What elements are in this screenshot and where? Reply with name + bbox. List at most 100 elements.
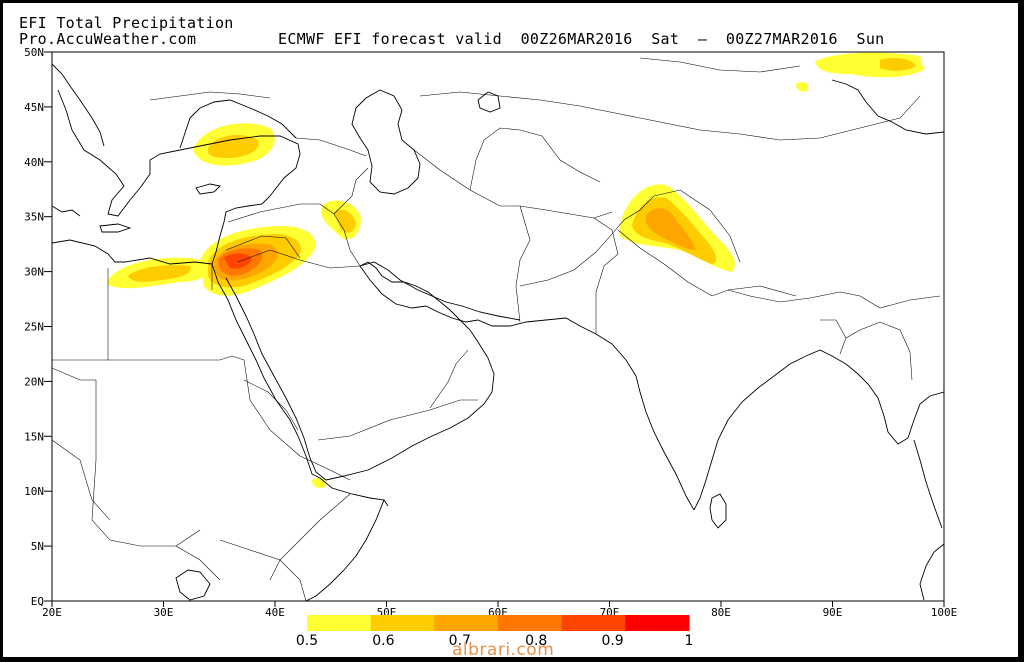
watermark: albrari.com xyxy=(452,640,555,660)
coast-greece xyxy=(57,89,151,217)
colorbar-label: 0.6 xyxy=(372,633,394,649)
lat-tick-label: 30N xyxy=(24,266,44,279)
coastlines xyxy=(52,63,944,601)
border-nepal xyxy=(727,285,797,297)
coast-india-west xyxy=(595,333,695,511)
coast-turkey xyxy=(149,135,301,205)
colorbar-swatch xyxy=(434,615,499,631)
coast-china-east xyxy=(831,79,944,135)
lon-tick-label: 30E xyxy=(154,606,174,619)
border-mali xyxy=(52,367,96,381)
efi-area-china-west xyxy=(796,82,809,92)
border-china-south xyxy=(879,295,941,309)
border-ethiopia xyxy=(243,359,351,481)
coast-malay xyxy=(913,439,943,529)
colorbar-label: 1 xyxy=(685,633,694,649)
forecast-validity: ECMWF EFI forecast valid 00Z26MAR2016 Sa… xyxy=(278,30,885,48)
border-caucasus xyxy=(295,137,367,157)
border-iraq-iran xyxy=(333,213,361,267)
border-syria xyxy=(227,203,335,223)
border-chad xyxy=(91,380,201,547)
border-saudi xyxy=(237,249,361,269)
colorbar-swatch xyxy=(498,615,563,631)
coast-persian-gulf xyxy=(359,265,597,335)
lon-tick-label: 40E xyxy=(265,606,285,619)
border-oman xyxy=(429,349,469,409)
coast-horn-africa xyxy=(305,473,385,601)
border-egypt-libya xyxy=(52,268,109,361)
lat-tick-label: 5N xyxy=(31,540,44,553)
map-frame xyxy=(3,3,1018,657)
border-pakistan xyxy=(519,195,655,287)
lat-tick-label: 45N xyxy=(24,101,44,114)
border-russia xyxy=(639,57,801,73)
coast-black-sea xyxy=(179,99,297,149)
efi-area-china-inner xyxy=(880,58,916,71)
border-uganda xyxy=(175,545,221,581)
lon-tick-label: 90E xyxy=(823,606,843,619)
border-jordan xyxy=(225,235,301,259)
coast-sri-lanka xyxy=(709,493,727,529)
lon-tick-label: 80E xyxy=(711,606,731,619)
coast-north-africa xyxy=(52,239,213,265)
border-saharan xyxy=(52,439,111,521)
efi-area-iraq-inner xyxy=(334,209,356,233)
map-title: EFI Total Precipitation xyxy=(19,14,234,32)
border-sudan xyxy=(108,355,245,361)
colorbar-label: 0.9 xyxy=(601,633,623,649)
border-yemen xyxy=(317,399,478,441)
colorbar: 0.5 0.6 0.7 0.8 0.9 1 xyxy=(296,615,694,649)
lat-tick-label: 10N xyxy=(24,485,44,498)
map-border xyxy=(51,51,945,602)
colorbar-swatch xyxy=(307,615,372,631)
lat-tick-label: 15N xyxy=(24,430,44,443)
lat-tick-label: 50N xyxy=(24,46,44,59)
colorbar-label: 0.5 xyxy=(296,633,318,649)
lat-tick-label: 40N xyxy=(24,156,44,169)
coast-caspian xyxy=(351,89,421,195)
coast-red-sea-east xyxy=(225,261,495,481)
colorbar-label: 0.8 xyxy=(525,633,547,649)
border-afghan-pak xyxy=(593,217,619,334)
coast-red-sea-west xyxy=(211,263,313,475)
lon-tick-label: 100E xyxy=(931,606,958,619)
coast-korea xyxy=(919,543,944,601)
country-borders xyxy=(52,57,941,601)
border-burma xyxy=(845,321,913,381)
colorbar-swatch xyxy=(370,615,435,631)
border-eritrea xyxy=(243,379,299,431)
colorbar-swatch xyxy=(625,615,690,631)
border-iran-iraq-north xyxy=(333,167,369,215)
coast-aral xyxy=(477,91,501,113)
source-credit: Pro.AccuWeather.com xyxy=(19,30,197,48)
efi-area-egypt-inner xyxy=(128,265,191,282)
border-mongolia xyxy=(779,95,921,141)
coast-somalia xyxy=(383,499,389,507)
coast-levant xyxy=(211,203,263,265)
colorbar-label: 0.7 xyxy=(449,633,471,649)
coast-cyprus xyxy=(195,183,221,195)
border-ukraine xyxy=(149,91,271,101)
coast-iran xyxy=(359,261,521,321)
lat-tick-label: EQ xyxy=(31,595,44,608)
coast-crete xyxy=(99,223,132,233)
lon-tick-label: 20E xyxy=(42,606,62,619)
border-turkmenistan xyxy=(413,149,613,219)
coast-burma xyxy=(867,383,944,445)
latitude-axis: 50N 45N 40N 35N 30N 25N 20N 15N 10N 5N EQ xyxy=(24,46,52,608)
efi-area-yemen xyxy=(312,478,327,488)
border-kenya xyxy=(219,539,307,601)
lat-tick-label: 25N xyxy=(24,321,44,334)
lat-tick-label: 35N xyxy=(24,211,44,224)
coast-adriatic xyxy=(52,63,105,147)
lat-tick-label: 20N xyxy=(24,375,44,388)
efi-area-turkey-inner xyxy=(207,134,259,158)
border-iran-afghan xyxy=(515,205,531,323)
border-somalia xyxy=(269,493,351,581)
coast-india-east xyxy=(693,349,869,511)
coast-lake-victoria xyxy=(175,569,211,601)
border-bangladesh xyxy=(820,319,847,355)
coast-mediterranean-islands xyxy=(52,205,81,217)
colorbar-swatch xyxy=(561,615,626,631)
